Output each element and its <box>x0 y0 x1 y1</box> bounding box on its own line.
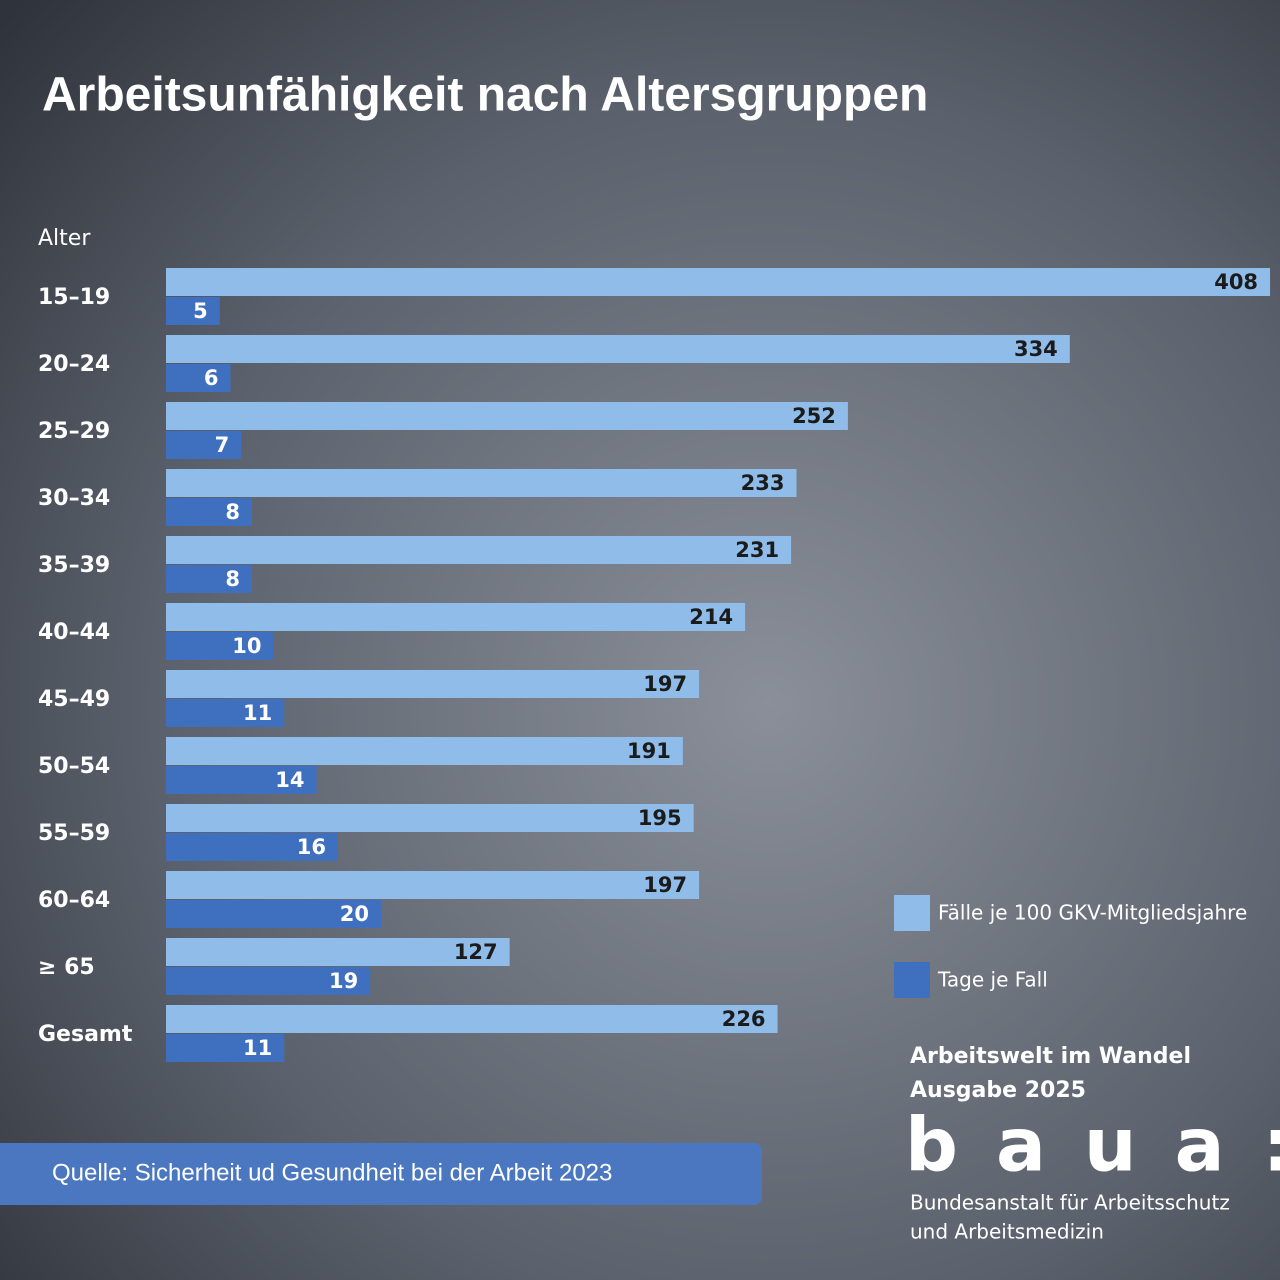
bar <box>166 967 371 995</box>
category-label: Gesamt <box>38 1022 133 1047</box>
value-label: 127 <box>454 940 498 964</box>
bar <box>166 268 1271 296</box>
legend-swatch <box>894 962 930 998</box>
category-label: 35–39 <box>38 553 110 578</box>
category-label: 50–54 <box>38 754 110 779</box>
legend-label: Fälle je 100 GKV-Mitgliedsjahre <box>938 901 1247 925</box>
value-label: 11 <box>243 701 272 725</box>
bar <box>166 1034 285 1062</box>
publication-edition: Ausgabe 2025 <box>910 1078 1086 1103</box>
category-label: 55–59 <box>38 821 110 846</box>
value-label: 197 <box>643 873 687 897</box>
value-label: 226 <box>722 1007 766 1031</box>
value-label: 231 <box>735 538 779 562</box>
category-label: 40–44 <box>38 620 110 645</box>
value-label: 8 <box>225 567 240 591</box>
bar <box>166 900 381 928</box>
legend: Fälle je 100 GKV-Mitgliedsjahre Tage je F… <box>894 895 1247 998</box>
bar <box>166 431 242 459</box>
bar <box>166 871 700 899</box>
value-label: 334 <box>1014 337 1058 361</box>
source-box <box>0 1143 762 1205</box>
logo: baua: <box>905 1103 1280 1189</box>
value-label: 408 <box>1214 270 1258 294</box>
value-label: 10 <box>232 634 261 658</box>
bar <box>166 699 285 727</box>
institution: Bundesanstalt für Arbeitsschutz <box>910 1191 1230 1215</box>
axis-label: Alter <box>38 226 91 251</box>
bar <box>166 804 694 832</box>
legend-swatch <box>894 895 930 931</box>
category-label: 45–49 <box>38 687 110 712</box>
value-label: 11 <box>243 1036 272 1060</box>
bar <box>166 297 220 325</box>
value-label: 8 <box>225 500 240 524</box>
bar <box>166 603 746 631</box>
bar <box>166 565 252 593</box>
value-label: 195 <box>638 806 682 830</box>
value-label: 6 <box>204 366 219 390</box>
value-label: 191 <box>627 739 671 763</box>
value-label: 5 <box>193 299 208 323</box>
source: Quelle: Sicherheit ud Gesundheit bei der… <box>52 1159 612 1186</box>
bar <box>166 833 338 861</box>
category-label: 60–64 <box>38 888 110 913</box>
bar <box>166 364 231 392</box>
value-label: 214 <box>689 605 733 629</box>
bar <box>166 938 510 966</box>
value-label: 16 <box>297 835 326 859</box>
institution: und Arbeitsmedizin <box>910 1220 1104 1244</box>
value-label: 233 <box>741 471 785 495</box>
bar <box>166 335 1070 363</box>
category-label: 15–19 <box>38 285 110 310</box>
bar <box>166 536 792 564</box>
bar <box>166 402 848 430</box>
value-label: 20 <box>340 902 369 926</box>
category-label: 25–29 <box>38 419 110 444</box>
publication-title: Arbeitswelt im Wandel <box>910 1044 1191 1069</box>
chart-title: Arbeitsunfähigkeit nach Altersgruppen <box>42 69 928 122</box>
value-label: 252 <box>792 404 836 428</box>
bar <box>166 766 317 794</box>
value-label: 14 <box>275 768 304 792</box>
category-label: 30–34 <box>38 486 110 511</box>
value-label: 197 <box>643 672 687 696</box>
bars: 15–19 408 5 20–24 334 6 25–29 252 7 30–34 233 8 35–3… <box>38 268 1271 1062</box>
value-label: 19 <box>329 969 358 993</box>
bar <box>166 737 683 765</box>
bar <box>166 469 797 497</box>
category-label: 20–24 <box>38 352 110 377</box>
bar <box>166 632 274 660</box>
bar <box>166 670 700 698</box>
value-label: 7 <box>215 433 230 457</box>
category-label: ≥ 65 <box>38 955 95 980</box>
bar <box>166 498 252 526</box>
bar <box>166 1005 778 1033</box>
legend-label: Tage je Fall <box>937 968 1048 992</box>
